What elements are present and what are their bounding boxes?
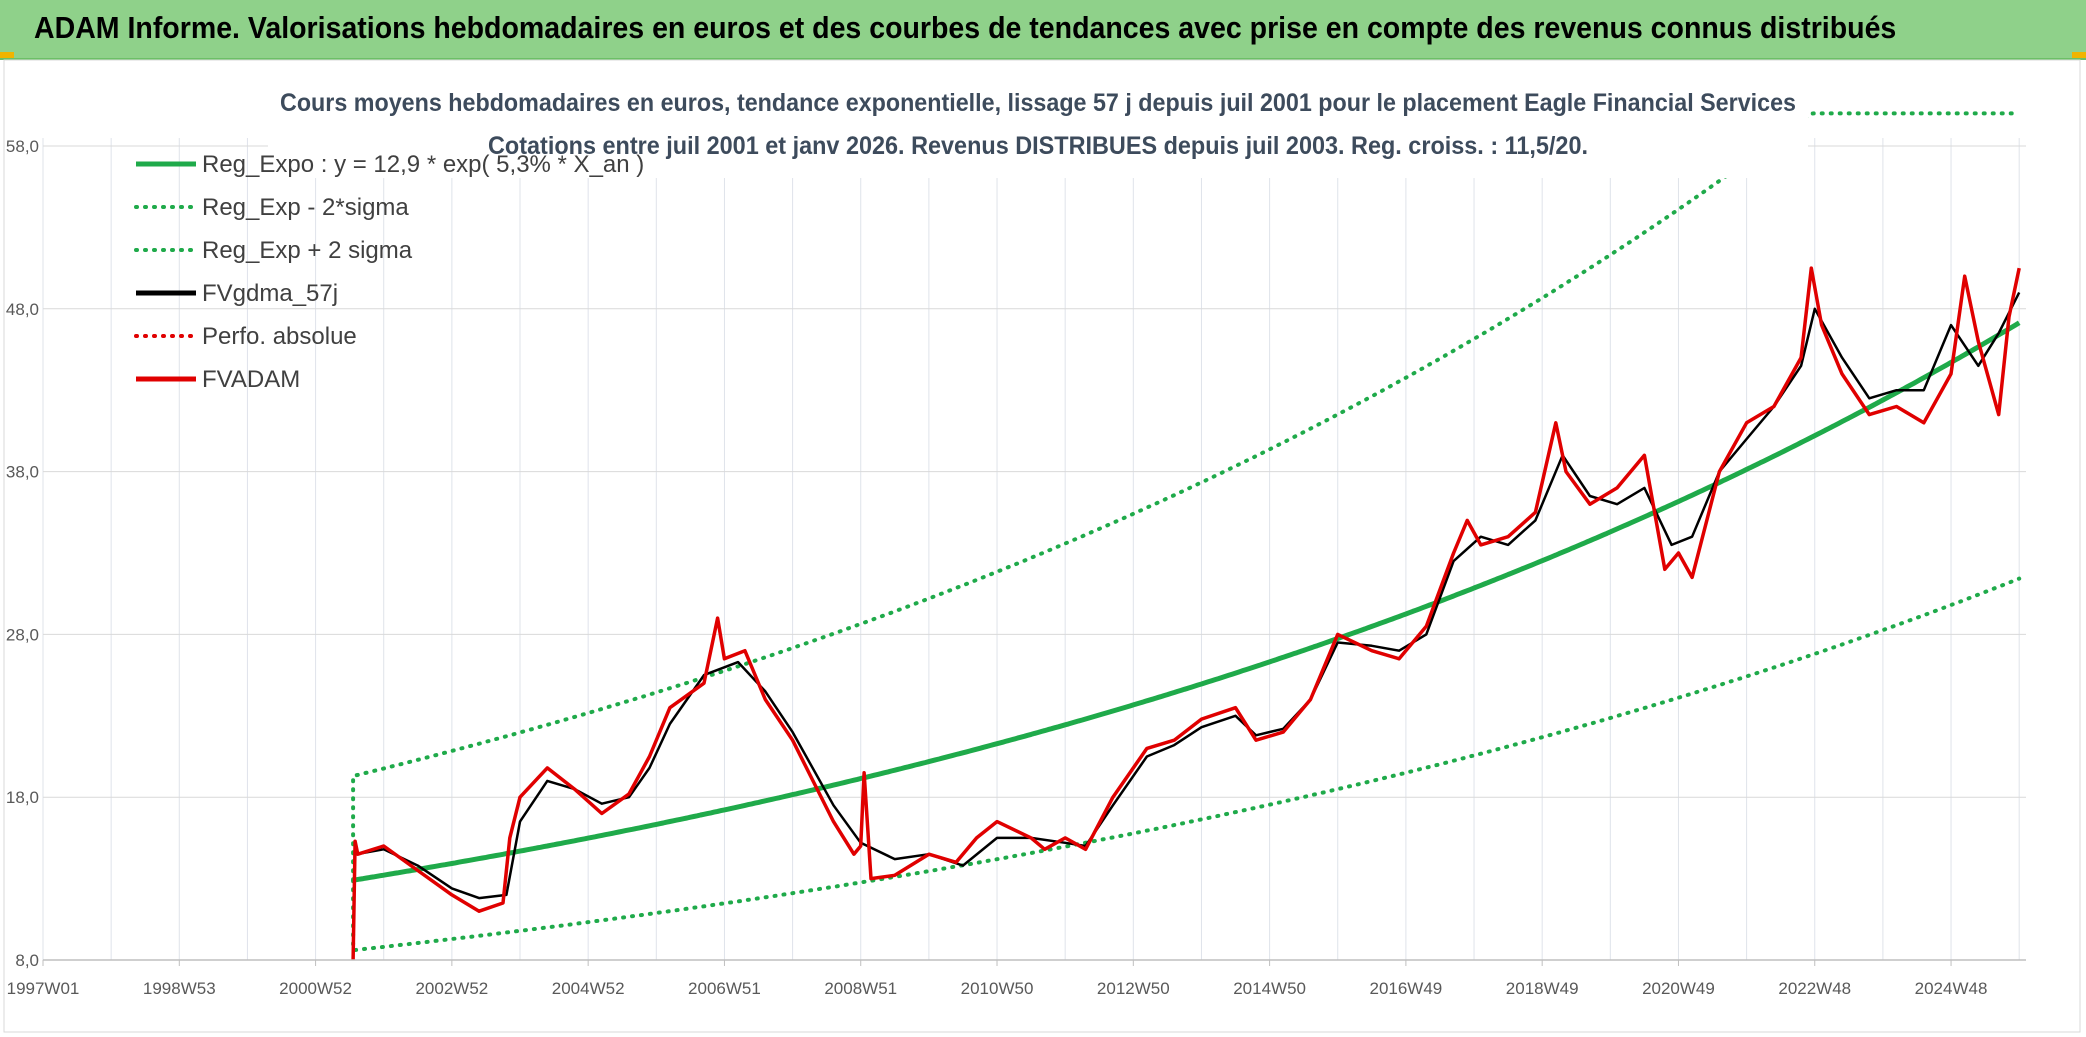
- x-tick-label: 2016W49: [1369, 979, 1442, 998]
- x-tick-label: 2014W50: [1233, 979, 1306, 998]
- x-tick-label: 2018W49: [1506, 979, 1579, 998]
- legend-label: Reg_Exp - 2*sigma: [202, 194, 409, 221]
- header-bar: ADAM Informe. Valorisations hebdomadaire…: [0, 0, 2086, 60]
- chart: 8,0 18,0 28,0 38,0 48,0 58,0 1997W01 1998W53 200…: [3, 59, 2081, 1033]
- legend-label: FVADAM: [202, 366, 300, 393]
- y-tick-label: 28,0: [6, 625, 39, 644]
- series-line-0: [352, 320, 2021, 883]
- y-tick-label: 38,0: [6, 463, 39, 482]
- x-tick-label: 2024W48: [1915, 979, 1988, 998]
- axes: 8,0 18,0 28,0 38,0 48,0 58,0 1997W01 1998W53 200…: [6, 137, 2026, 998]
- report-title: ADAM Informe. Valorisations hebdomadaire…: [34, 10, 1897, 45]
- x-tick-label: 2006W51: [688, 979, 761, 998]
- y-tick-label: 58,0: [6, 137, 39, 156]
- title-background: [268, 86, 1808, 178]
- x-tick-label: 2012W50: [1097, 979, 1170, 998]
- y-tick-label: 18,0: [6, 788, 39, 807]
- series-line-1: [351, 576, 2022, 953]
- series-line-5: [351, 266, 2021, 961]
- x-tick-label: 2008W51: [824, 979, 897, 998]
- legend-label: Reg_Exp + 2 sigma: [202, 237, 413, 264]
- legend-label: Reg_Expo : y = 12,9 * exp( 5,3% * X_an ): [202, 151, 644, 178]
- x-tick-label: 1998W53: [143, 979, 216, 998]
- y-tick-label: 48,0: [6, 300, 39, 319]
- x-tick-label: 1997W01: [7, 979, 80, 998]
- legend-label: FVgdma_57j: [202, 280, 338, 307]
- y-tick-label: 8,0: [15, 951, 39, 970]
- x-tick-label: 2010W50: [961, 979, 1034, 998]
- corner-marker: [2072, 52, 2086, 58]
- plot-area: [3, 59, 2081, 1033]
- x-tick-label: 2000W52: [279, 979, 352, 998]
- legend: Reg_Expo : y = 12,9 * exp( 5,3% * X_an )…: [134, 151, 644, 393]
- x-tick-label: 2022W48: [1778, 979, 1851, 998]
- x-tick-label: 2002W52: [415, 979, 488, 998]
- x-tick-label: 2020W49: [1642, 979, 1715, 998]
- x-tick-label: 2004W52: [552, 979, 625, 998]
- legend-label: Perfo. absolue: [202, 323, 357, 350]
- chart-title-line2: Cotations entre juil 2001 et janv 2026. …: [488, 132, 1588, 160]
- corner-marker: [0, 52, 14, 58]
- chart-title-line1: Cours moyens hebdomadaires en euros, ten…: [280, 89, 1796, 117]
